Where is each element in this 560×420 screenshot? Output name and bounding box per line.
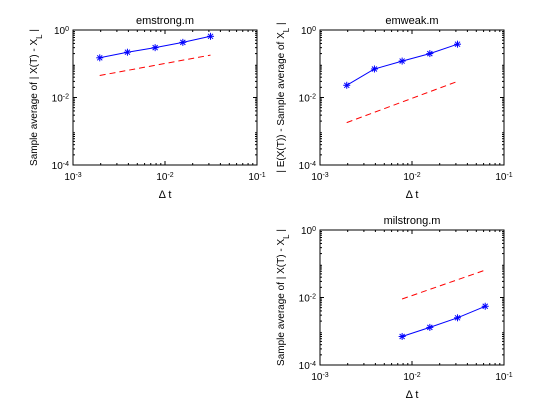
x-tick-label: 10-1: [248, 172, 265, 184]
y-tick-label: 10-4: [299, 361, 316, 373]
x-tick-label: 10-1: [495, 372, 512, 384]
data-point: [454, 40, 462, 48]
plot-area: [72, 29, 258, 166]
y-tick-label: 10-2: [299, 293, 316, 305]
x-tick-label: 10-2: [403, 172, 420, 184]
plot-area: [319, 29, 505, 166]
data-point: [454, 314, 462, 322]
data-point: [96, 54, 104, 62]
x-axis-label: Δ t: [406, 189, 419, 201]
chart-title: emweak.m: [385, 15, 438, 27]
y-tick-label: 10-2: [299, 93, 316, 105]
data-point: [426, 323, 434, 331]
chart-title: emstrong.m: [136, 15, 194, 27]
x-tick-label: 10-2: [403, 372, 420, 384]
data-point: [151, 44, 159, 52]
data-point: [179, 38, 187, 46]
data-point: [398, 332, 406, 340]
y-axis-label: | E(X(T)) - Sample average of XL |: [276, 22, 291, 172]
y-axis-label: Sample average of | X(T) - XL |: [276, 229, 291, 366]
x-tick-label: 10-3: [64, 172, 81, 184]
error-line: [401, 305, 486, 337]
y-tick-label: 100: [301, 26, 316, 38]
x-tick-label: 10-3: [311, 372, 328, 384]
reference-slope-line: [99, 54, 211, 76]
data-point: [481, 302, 489, 310]
x-tick-label: 10-2: [156, 172, 173, 184]
y-tick-label: 100: [54, 26, 69, 38]
y-tick-label: 100: [301, 226, 316, 238]
data-point: [123, 48, 131, 56]
y-tick-label: 10-2: [52, 93, 69, 105]
x-tick-label: 10-3: [311, 172, 328, 184]
x-tick-label: 10-1: [495, 172, 512, 184]
y-tick-label: 10-4: [52, 161, 69, 173]
data-point: [370, 65, 378, 73]
x-axis-label: Δ t: [159, 189, 172, 201]
y-axis-label: Sample average of | X(T) - XL |: [29, 29, 44, 166]
data-point: [398, 57, 406, 65]
chart-title: milstrong.m: [384, 215, 441, 227]
reference-slope-line: [401, 269, 486, 300]
chart-panel: 10-3 10-2 10-1 10-4 10-2 100 emweak.m Δ t | E(X(…: [276, 15, 513, 201]
data-point: [426, 50, 434, 58]
chart-panel: 10-3 10-2 10-1 10-4 10-2 100 emstrong.m Δ t Samp…: [29, 15, 266, 201]
data-point: [343, 81, 351, 89]
y-tick-label: 10-4: [299, 161, 316, 173]
chart-panel: 10-3 10-2 10-1 10-4 10-2 100 milstrong.m Δ t Sam…: [276, 215, 513, 401]
data-point: [207, 32, 215, 40]
x-axis-label: Δ t: [406, 389, 419, 401]
plot-area: [319, 229, 505, 366]
